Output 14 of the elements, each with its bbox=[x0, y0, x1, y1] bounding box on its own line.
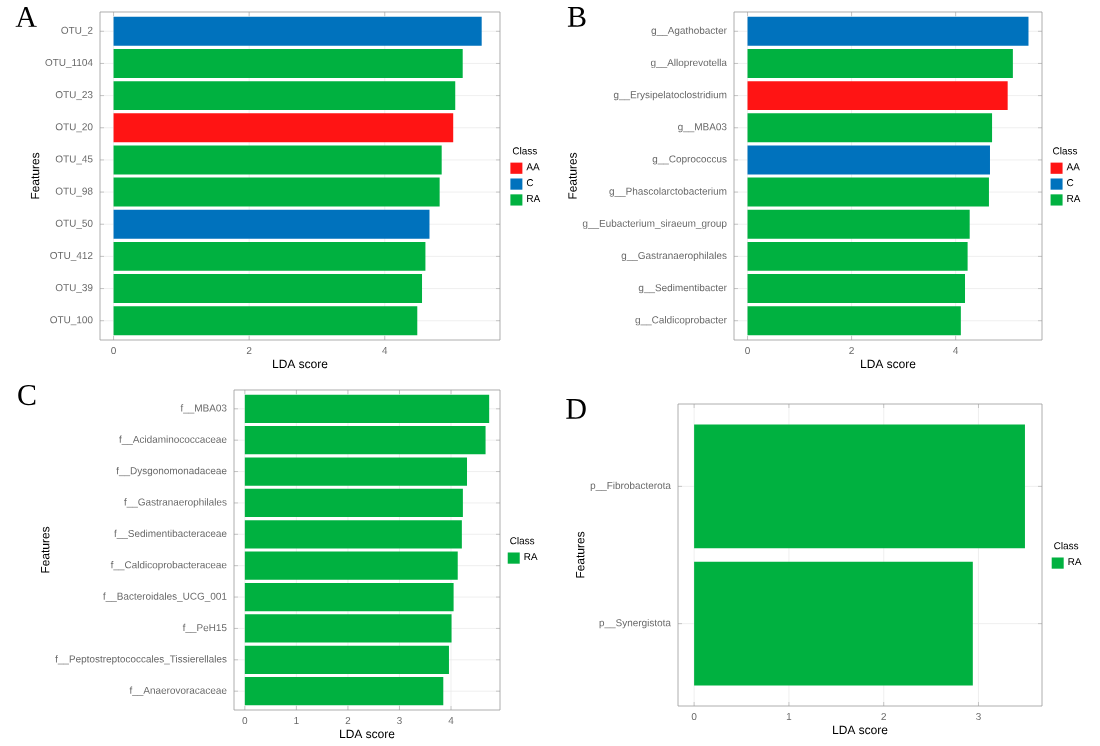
bar bbox=[747, 145, 990, 175]
chart-title: D bbox=[566, 399, 586, 419]
bar bbox=[747, 113, 993, 143]
bar bbox=[113, 209, 430, 239]
bar bbox=[113, 16, 482, 46]
chart-title: A bbox=[15, 7, 37, 27]
bar bbox=[747, 16, 1029, 46]
bar bbox=[113, 177, 440, 207]
bar bbox=[747, 48, 1013, 78]
chart-title: B bbox=[567, 7, 586, 27]
bar bbox=[113, 145, 442, 175]
bar bbox=[113, 113, 454, 143]
bar bbox=[747, 81, 1008, 111]
chart-title: C bbox=[18, 385, 36, 406]
